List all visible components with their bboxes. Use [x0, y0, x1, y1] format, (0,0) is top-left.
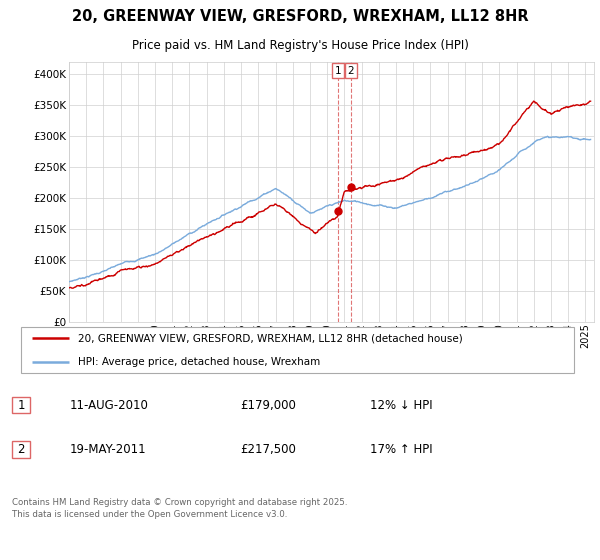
- Text: HPI: Average price, detached house, Wrexham: HPI: Average price, detached house, Wrex…: [78, 357, 320, 367]
- Text: 1: 1: [17, 399, 25, 412]
- Text: 17% ↑ HPI: 17% ↑ HPI: [370, 444, 433, 456]
- Text: £217,500: £217,500: [240, 444, 296, 456]
- Text: 1: 1: [334, 66, 341, 76]
- FancyBboxPatch shape: [12, 441, 30, 458]
- Text: Price paid vs. HM Land Registry's House Price Index (HPI): Price paid vs. HM Land Registry's House …: [131, 39, 469, 53]
- Text: 2: 2: [17, 444, 25, 456]
- Text: 11-AUG-2010: 11-AUG-2010: [70, 399, 149, 412]
- Text: 2: 2: [347, 66, 354, 76]
- Text: 19-MAY-2011: 19-MAY-2011: [70, 444, 146, 456]
- Text: £179,000: £179,000: [240, 399, 296, 412]
- FancyBboxPatch shape: [20, 327, 574, 373]
- Text: 20, GREENWAY VIEW, GRESFORD, WREXHAM, LL12 8HR: 20, GREENWAY VIEW, GRESFORD, WREXHAM, LL…: [71, 9, 529, 24]
- Text: Contains HM Land Registry data © Crown copyright and database right 2025.
This d: Contains HM Land Registry data © Crown c…: [12, 498, 347, 519]
- FancyBboxPatch shape: [12, 396, 30, 413]
- Text: 12% ↓ HPI: 12% ↓ HPI: [370, 399, 433, 412]
- Text: 20, GREENWAY VIEW, GRESFORD, WREXHAM, LL12 8HR (detached house): 20, GREENWAY VIEW, GRESFORD, WREXHAM, LL…: [78, 333, 463, 343]
